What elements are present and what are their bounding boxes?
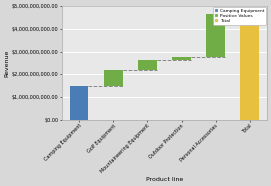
Bar bbox=[172, 57, 191, 60]
Y-axis label: Revenue: Revenue bbox=[4, 49, 9, 77]
X-axis label: Product line: Product line bbox=[146, 177, 183, 182]
Bar bbox=[70, 86, 89, 120]
Bar bbox=[138, 60, 157, 70]
Legend: Camping Equipment, Positive Values, Total: Camping Equipment, Positive Values, Tota… bbox=[213, 7, 266, 25]
Bar bbox=[206, 14, 225, 57]
Bar bbox=[240, 14, 259, 120]
Bar bbox=[104, 70, 122, 86]
